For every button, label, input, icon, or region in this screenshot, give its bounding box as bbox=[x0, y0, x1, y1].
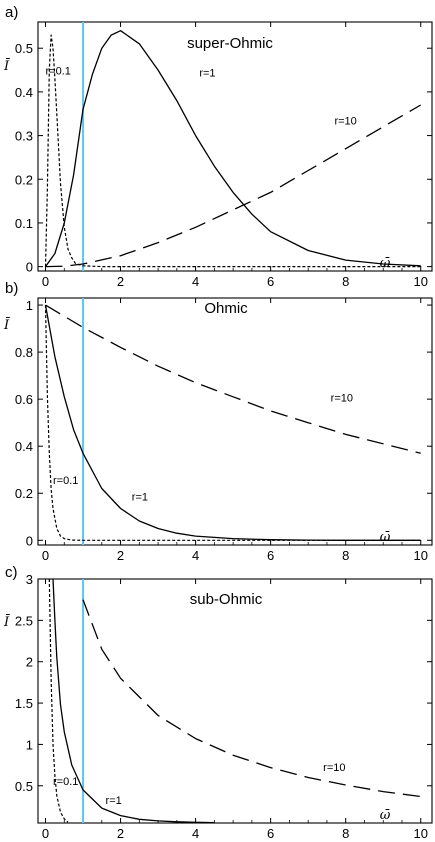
x-tick-label: 8 bbox=[342, 826, 349, 841]
y-axis-label: Ī bbox=[3, 317, 10, 333]
x-tick-label: 8 bbox=[342, 548, 349, 563]
plot-frame bbox=[37, 578, 433, 824]
y-tick-label: 0.6 bbox=[15, 392, 33, 407]
x-axis-label: ω̄ bbox=[380, 808, 391, 823]
y-tick-label: 0.2 bbox=[15, 486, 33, 501]
series-annotation: r=10 bbox=[323, 762, 345, 774]
x-tick-label: 10 bbox=[414, 826, 428, 841]
series-line-r10 bbox=[45, 304, 421, 454]
series-annotation: r=0.1 bbox=[53, 776, 78, 788]
series-annotation: r=1 bbox=[199, 68, 215, 80]
series-line-r01 bbox=[44, 305, 421, 541]
panel-label: c) bbox=[5, 564, 18, 581]
x-tick-label: 2 bbox=[117, 274, 124, 289]
y-tick-label: 0 bbox=[26, 260, 33, 275]
series-annotation: r=10 bbox=[334, 116, 356, 128]
panel-title: Ohmic bbox=[204, 300, 248, 317]
chart-panel-2: 0 2 4 6 8 10 0 0.2 0.4 0.6 0.8 1 r=0.1 r=1 r=10 b) Ohmic… bbox=[3, 280, 433, 563]
y-tick-label: 0.8 bbox=[15, 345, 33, 360]
series-line-r01 bbox=[48, 579, 69, 823]
y-tick-label: 0.3 bbox=[15, 129, 33, 144]
x-axis-label: ω̄ bbox=[380, 530, 391, 545]
chart-panel-1: 0 2 4 6 8 10 0 0.1 0.2 0.3 0.4 0.5 r=0.1 r=1 r=10 a) sup… bbox=[3, 4, 433, 289]
x-tick-label: 6 bbox=[267, 274, 274, 289]
y-tick-label: 1 bbox=[26, 298, 33, 313]
panel-title: sub-Ohmic bbox=[190, 591, 263, 608]
series-line-r1 bbox=[44, 30, 421, 267]
x-tick-label: 0 bbox=[42, 274, 49, 289]
y-tick-label: 0.4 bbox=[15, 439, 33, 454]
y-tick-label: 0.5 bbox=[15, 41, 33, 56]
series-annotation: r=1 bbox=[106, 795, 122, 807]
y-tick-label: 0 bbox=[26, 533, 33, 548]
y-tick-label: 0.4 bbox=[15, 85, 33, 100]
y-tick-label: 1 bbox=[26, 737, 33, 752]
series-line-r01 bbox=[44, 34, 421, 268]
chart-panel-3: 0 2 4 6 8 10 0.5 1 1.5 2 2.5 3 r=0.1 r=1 r=10 c) sub-Ohm… bbox=[3, 564, 433, 841]
y-tick-label: 0.1 bbox=[15, 216, 33, 231]
x-tick-label: 2 bbox=[117, 826, 124, 841]
panel-label: b) bbox=[5, 280, 18, 297]
panel-title: super-Ohmic bbox=[187, 35, 273, 52]
y-tick-label: 0.5 bbox=[15, 779, 33, 794]
series-annotation: r=0.1 bbox=[46, 65, 71, 77]
x-tick-label: 4 bbox=[192, 548, 199, 563]
y-axis-label: Ī bbox=[3, 614, 10, 630]
series-annotation: r=10 bbox=[331, 393, 353, 405]
y-axis-label: Ī bbox=[3, 58, 10, 74]
y-tick-label: 0.2 bbox=[15, 172, 33, 187]
series-line-r1 bbox=[52, 579, 215, 823]
series-line-r1 bbox=[44, 304, 421, 541]
y-tick-label: 1.5 bbox=[15, 696, 33, 711]
y-tick-label: 2 bbox=[26, 655, 33, 670]
series-annotation: r=1 bbox=[132, 491, 148, 503]
x-tick-label: 10 bbox=[414, 548, 428, 563]
series-group bbox=[44, 304, 421, 541]
plot-frame bbox=[37, 297, 433, 546]
series-annotation: r=0.1 bbox=[53, 475, 78, 487]
x-tick-label: 0 bbox=[42, 548, 49, 563]
plot-frame bbox=[37, 21, 433, 272]
x-axis-label: ω̄ bbox=[380, 256, 391, 271]
x-tick-label: 2 bbox=[117, 548, 124, 563]
y-tick-label: 2.5 bbox=[15, 613, 33, 628]
x-tick-label: 10 bbox=[414, 274, 428, 289]
series-line-r10 bbox=[45, 104, 422, 268]
panel-label: a) bbox=[5, 4, 18, 21]
x-tick-label: 4 bbox=[192, 274, 199, 289]
series-line-r10 bbox=[82, 599, 421, 798]
x-tick-label: 6 bbox=[267, 826, 274, 841]
x-tick-label: 0 bbox=[42, 826, 49, 841]
series-group bbox=[44, 30, 422, 268]
y-tick-label: 3 bbox=[26, 572, 33, 587]
x-tick-label: 6 bbox=[267, 548, 274, 563]
series-group bbox=[48, 579, 421, 823]
x-tick-label: 8 bbox=[342, 274, 349, 289]
x-tick-label: 4 bbox=[192, 826, 199, 841]
